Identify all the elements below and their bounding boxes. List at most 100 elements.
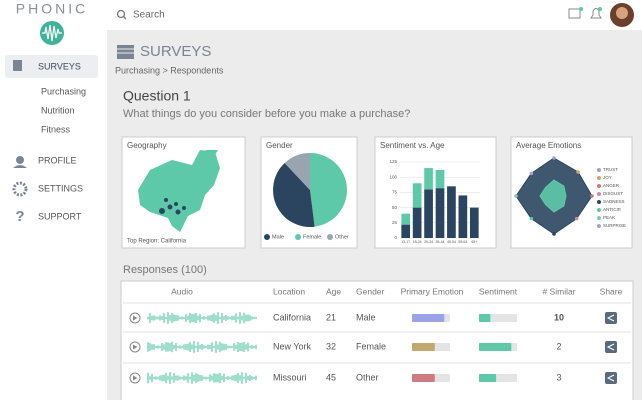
waveform bbox=[147, 341, 257, 353]
nav-icon bbox=[13, 165, 27, 168]
sentiment-bar bbox=[479, 343, 512, 351]
legend-swatch bbox=[295, 234, 301, 240]
radar-point bbox=[576, 170, 580, 174]
x-tick-label: 35-44 bbox=[436, 240, 445, 244]
nav-icon bbox=[16, 156, 24, 164]
emotion-bar bbox=[412, 343, 435, 351]
brand: PHONIC bbox=[16, 1, 88, 17]
nav-item[interactable]: PROFILE bbox=[38, 155, 77, 165]
pie-slice bbox=[310, 153, 347, 227]
subnav-item[interactable]: Purchasing bbox=[41, 86, 86, 96]
legend-swatch bbox=[597, 224, 601, 228]
card-title: Sentiment vs. Age bbox=[380, 141, 445, 150]
legend-label: ANTICIP. bbox=[603, 207, 621, 212]
column-header: Primary Emotion bbox=[401, 286, 464, 296]
cell-gender: Male bbox=[356, 312, 376, 322]
bar-segment bbox=[424, 189, 433, 238]
cell-gender: Other bbox=[356, 372, 379, 382]
map-caption: Top Region: California bbox=[127, 239, 187, 245]
bar-segment bbox=[412, 207, 422, 238]
bell-icon[interactable] bbox=[590, 8, 602, 19]
cell-location: Missouri bbox=[273, 372, 307, 382]
share-button[interactable] bbox=[605, 341, 617, 353]
nav-icon bbox=[12, 181, 28, 197]
radar-area bbox=[539, 179, 567, 213]
legend-label: TRUST bbox=[603, 167, 618, 172]
subnav-item[interactable]: Nutrition bbox=[41, 105, 75, 115]
emotion-bar bbox=[412, 314, 445, 322]
column-header: # Similar bbox=[542, 286, 575, 296]
bar-segment bbox=[435, 188, 445, 238]
x-tick-label: 45-54 bbox=[447, 240, 456, 244]
legend-swatch bbox=[597, 208, 601, 212]
legend-label: Male bbox=[272, 234, 284, 240]
share-icon bbox=[606, 343, 615, 351]
legend-label: JOY bbox=[603, 175, 612, 180]
cell-location: New York bbox=[273, 341, 312, 351]
nav-item[interactable]: SURVEYS bbox=[38, 61, 81, 71]
question-text: What things do you consider before you m… bbox=[123, 108, 410, 120]
play-icon bbox=[133, 375, 138, 381]
cell-age: 21 bbox=[326, 312, 336, 322]
share-button[interactable] bbox=[605, 372, 617, 384]
legend-label: Female bbox=[303, 234, 321, 240]
bar-segment bbox=[447, 186, 456, 238]
legend-label: Other bbox=[335, 234, 349, 240]
column-header: Sentiment bbox=[479, 286, 518, 296]
search-input[interactable]: Search bbox=[133, 10, 165, 21]
play-icon bbox=[133, 344, 138, 350]
map bbox=[138, 150, 220, 232]
x-tick-label: 65+ bbox=[471, 240, 477, 244]
breadcrumb[interactable]: Purchasing > Respondents bbox=[115, 65, 224, 75]
section-title: Responses (100) bbox=[123, 264, 207, 276]
bar-segment bbox=[458, 195, 468, 238]
map bbox=[198, 150, 218, 160]
bar-segment bbox=[469, 207, 479, 238]
waveform bbox=[147, 372, 257, 384]
y-tick-label: 25 bbox=[392, 220, 398, 225]
share-button[interactable] bbox=[605, 312, 617, 324]
radar-point bbox=[529, 216, 534, 221]
search-icon bbox=[116, 9, 126, 19]
y-tick-label: 75 bbox=[392, 190, 398, 195]
play-button[interactable] bbox=[129, 312, 141, 324]
map-points bbox=[159, 198, 186, 215]
legend-swatch bbox=[597, 184, 601, 188]
radar-point bbox=[552, 156, 556, 160]
search-icon bbox=[123, 16, 127, 20]
play-button[interactable] bbox=[129, 341, 141, 353]
column-header: Share bbox=[600, 286, 623, 296]
y-tick-label: 100 bbox=[389, 174, 397, 179]
nav-item[interactable]: SUPPORT bbox=[38, 211, 82, 221]
legend-swatch bbox=[327, 234, 333, 240]
mail-icon[interactable] bbox=[568, 8, 581, 19]
x-tick-label: 55-64 bbox=[458, 240, 467, 244]
badge bbox=[579, 7, 583, 11]
subnav-item[interactable]: Fitness bbox=[41, 124, 71, 134]
radar-point bbox=[514, 194, 518, 198]
sentiment-bar bbox=[479, 314, 491, 322]
y-tick-label: 50 bbox=[392, 205, 398, 210]
column-header: Age bbox=[326, 286, 341, 296]
play-icon bbox=[133, 315, 138, 321]
bar-segment bbox=[401, 213, 411, 225]
question-title: Question 1 bbox=[123, 88, 191, 104]
play-button[interactable] bbox=[129, 372, 141, 384]
nav-icon: ? bbox=[15, 208, 24, 225]
legend-swatch bbox=[597, 176, 601, 180]
legend-label: SURPRISE bbox=[603, 223, 626, 228]
radar-point bbox=[574, 216, 579, 221]
nav-item[interactable]: SETTINGS bbox=[38, 183, 83, 193]
cell-age: 32 bbox=[326, 341, 336, 351]
card-title: Gender bbox=[266, 141, 293, 150]
page-title: SURVEYS bbox=[140, 43, 211, 60]
card-title: Average Emotions bbox=[516, 141, 581, 150]
legend-swatch bbox=[264, 234, 270, 240]
legend-swatch bbox=[597, 216, 601, 220]
x-tick-label: 25-34 bbox=[424, 240, 433, 244]
legend-label: DISGUST bbox=[603, 191, 623, 196]
waveform bbox=[147, 312, 257, 324]
badge bbox=[598, 7, 602, 11]
legend-label: ANGER bbox=[603, 183, 620, 188]
